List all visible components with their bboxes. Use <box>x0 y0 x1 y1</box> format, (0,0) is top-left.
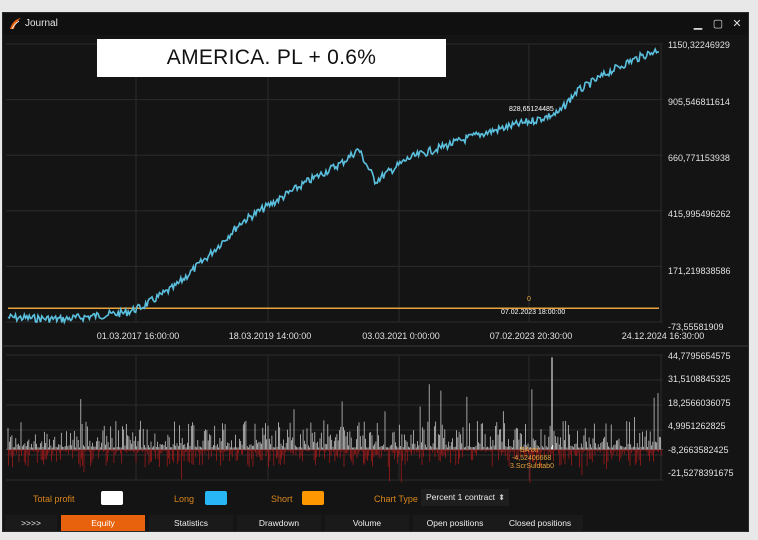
performance-banner: AMERICA. PL + 0.6% <box>97 39 446 77</box>
window-title: Journal <box>25 18 58 29</box>
tab-volume[interactable]: Volume <box>325 515 409 531</box>
y-tick-label: 1150,32246929 <box>668 40 730 50</box>
y-tick-label: -8,2663582425 <box>668 445 729 455</box>
y-tick-label: -21,5278391675 <box>668 468 734 478</box>
legend-long-label: Long <box>174 494 195 504</box>
equity-chart-area[interactable] <box>3 35 748 483</box>
chart-type-select[interactable]: Percent 1 contract ⬍ <box>421 489 509 506</box>
x-tick-label: 07.02.2023 20:30:00 <box>489 331 573 341</box>
maximize-button[interactable]: ▢ <box>712 18 724 30</box>
bar-annotation-label: BA txt <box>520 447 539 454</box>
legend-total-profit-label: Total profit <box>33 494 75 504</box>
bar-annotation-value: -4,52406668 <box>512 455 552 462</box>
y-tick-label: 171,219838586 <box>668 266 731 276</box>
tab-drawdown[interactable]: Drawdown <box>237 515 321 531</box>
x-tick-label: 01.03.2017 16:00:00 <box>96 331 180 341</box>
title-bar[interactable]: Journal ▁ ▢ ✕ <box>3 13 748 35</box>
y-tick-label: 18,2566036075 <box>668 398 731 408</box>
peak-value-annotation: 828,65124485 <box>509 106 554 113</box>
tab-bar: >>>> Equity Statistics Drawdown Volume O… <box>3 513 748 531</box>
close-button[interactable]: ✕ <box>732 18 742 30</box>
tab-statistics[interactable]: Statistics <box>149 515 233 531</box>
tab-closed-positions[interactable]: Closed positions <box>497 515 583 531</box>
y-tick-label: 31,5108845325 <box>668 374 731 384</box>
y-tick-label: -73,55581909 <box>668 322 724 332</box>
x-tick-label: 24.12.2024 16:30:00 <box>621 331 705 341</box>
chart-type-value: Percent 1 contract <box>426 492 495 502</box>
x-tick-label: 03.03.2021 0:00:00 <box>362 331 440 341</box>
y-tick-label: 415,995496262 <box>668 209 731 219</box>
y-tick-label: 905,546811614 <box>668 97 730 107</box>
y-tick-label: 44,7795654575 <box>668 351 731 361</box>
chart-type-label: Chart Type <box>374 494 418 504</box>
zero-level-annotation: 0 <box>527 296 531 303</box>
app-logo-icon <box>10 18 21 30</box>
minimize-button[interactable]: ▁ <box>693 18 703 30</box>
y-tick-label: 4,9951262825 <box>668 421 726 431</box>
journal-window: Journal ▁ ▢ ✕ AMERICA. PL + 0.6% 1150,32… <box>2 12 749 532</box>
tab-equity[interactable]: Equity <box>61 515 145 531</box>
legend-bar: Total profit Long Short Chart Type Perce… <box>3 483 748 513</box>
updown-arrows-icon: ⬍ <box>498 493 505 502</box>
total-profit-color-swatch[interactable] <box>101 491 123 505</box>
legend-short-label: Short <box>271 494 293 504</box>
bar-annotation-extra: 3.ScrSuldtab0 <box>510 463 554 470</box>
crosshair-date-annotation: 07.02.2023 18:00:00 <box>501 309 566 316</box>
equity-series-line <box>7 47 660 325</box>
short-color-swatch[interactable] <box>302 491 324 505</box>
tab-expand[interactable]: >>>> <box>5 515 57 531</box>
y-tick-label: 660,771153938 <box>668 153 730 163</box>
tab-open-positions[interactable]: Open positions <box>413 515 497 531</box>
long-color-swatch[interactable] <box>205 491 227 505</box>
x-tick-label: 18.03.2019 14:00:00 <box>228 331 312 341</box>
